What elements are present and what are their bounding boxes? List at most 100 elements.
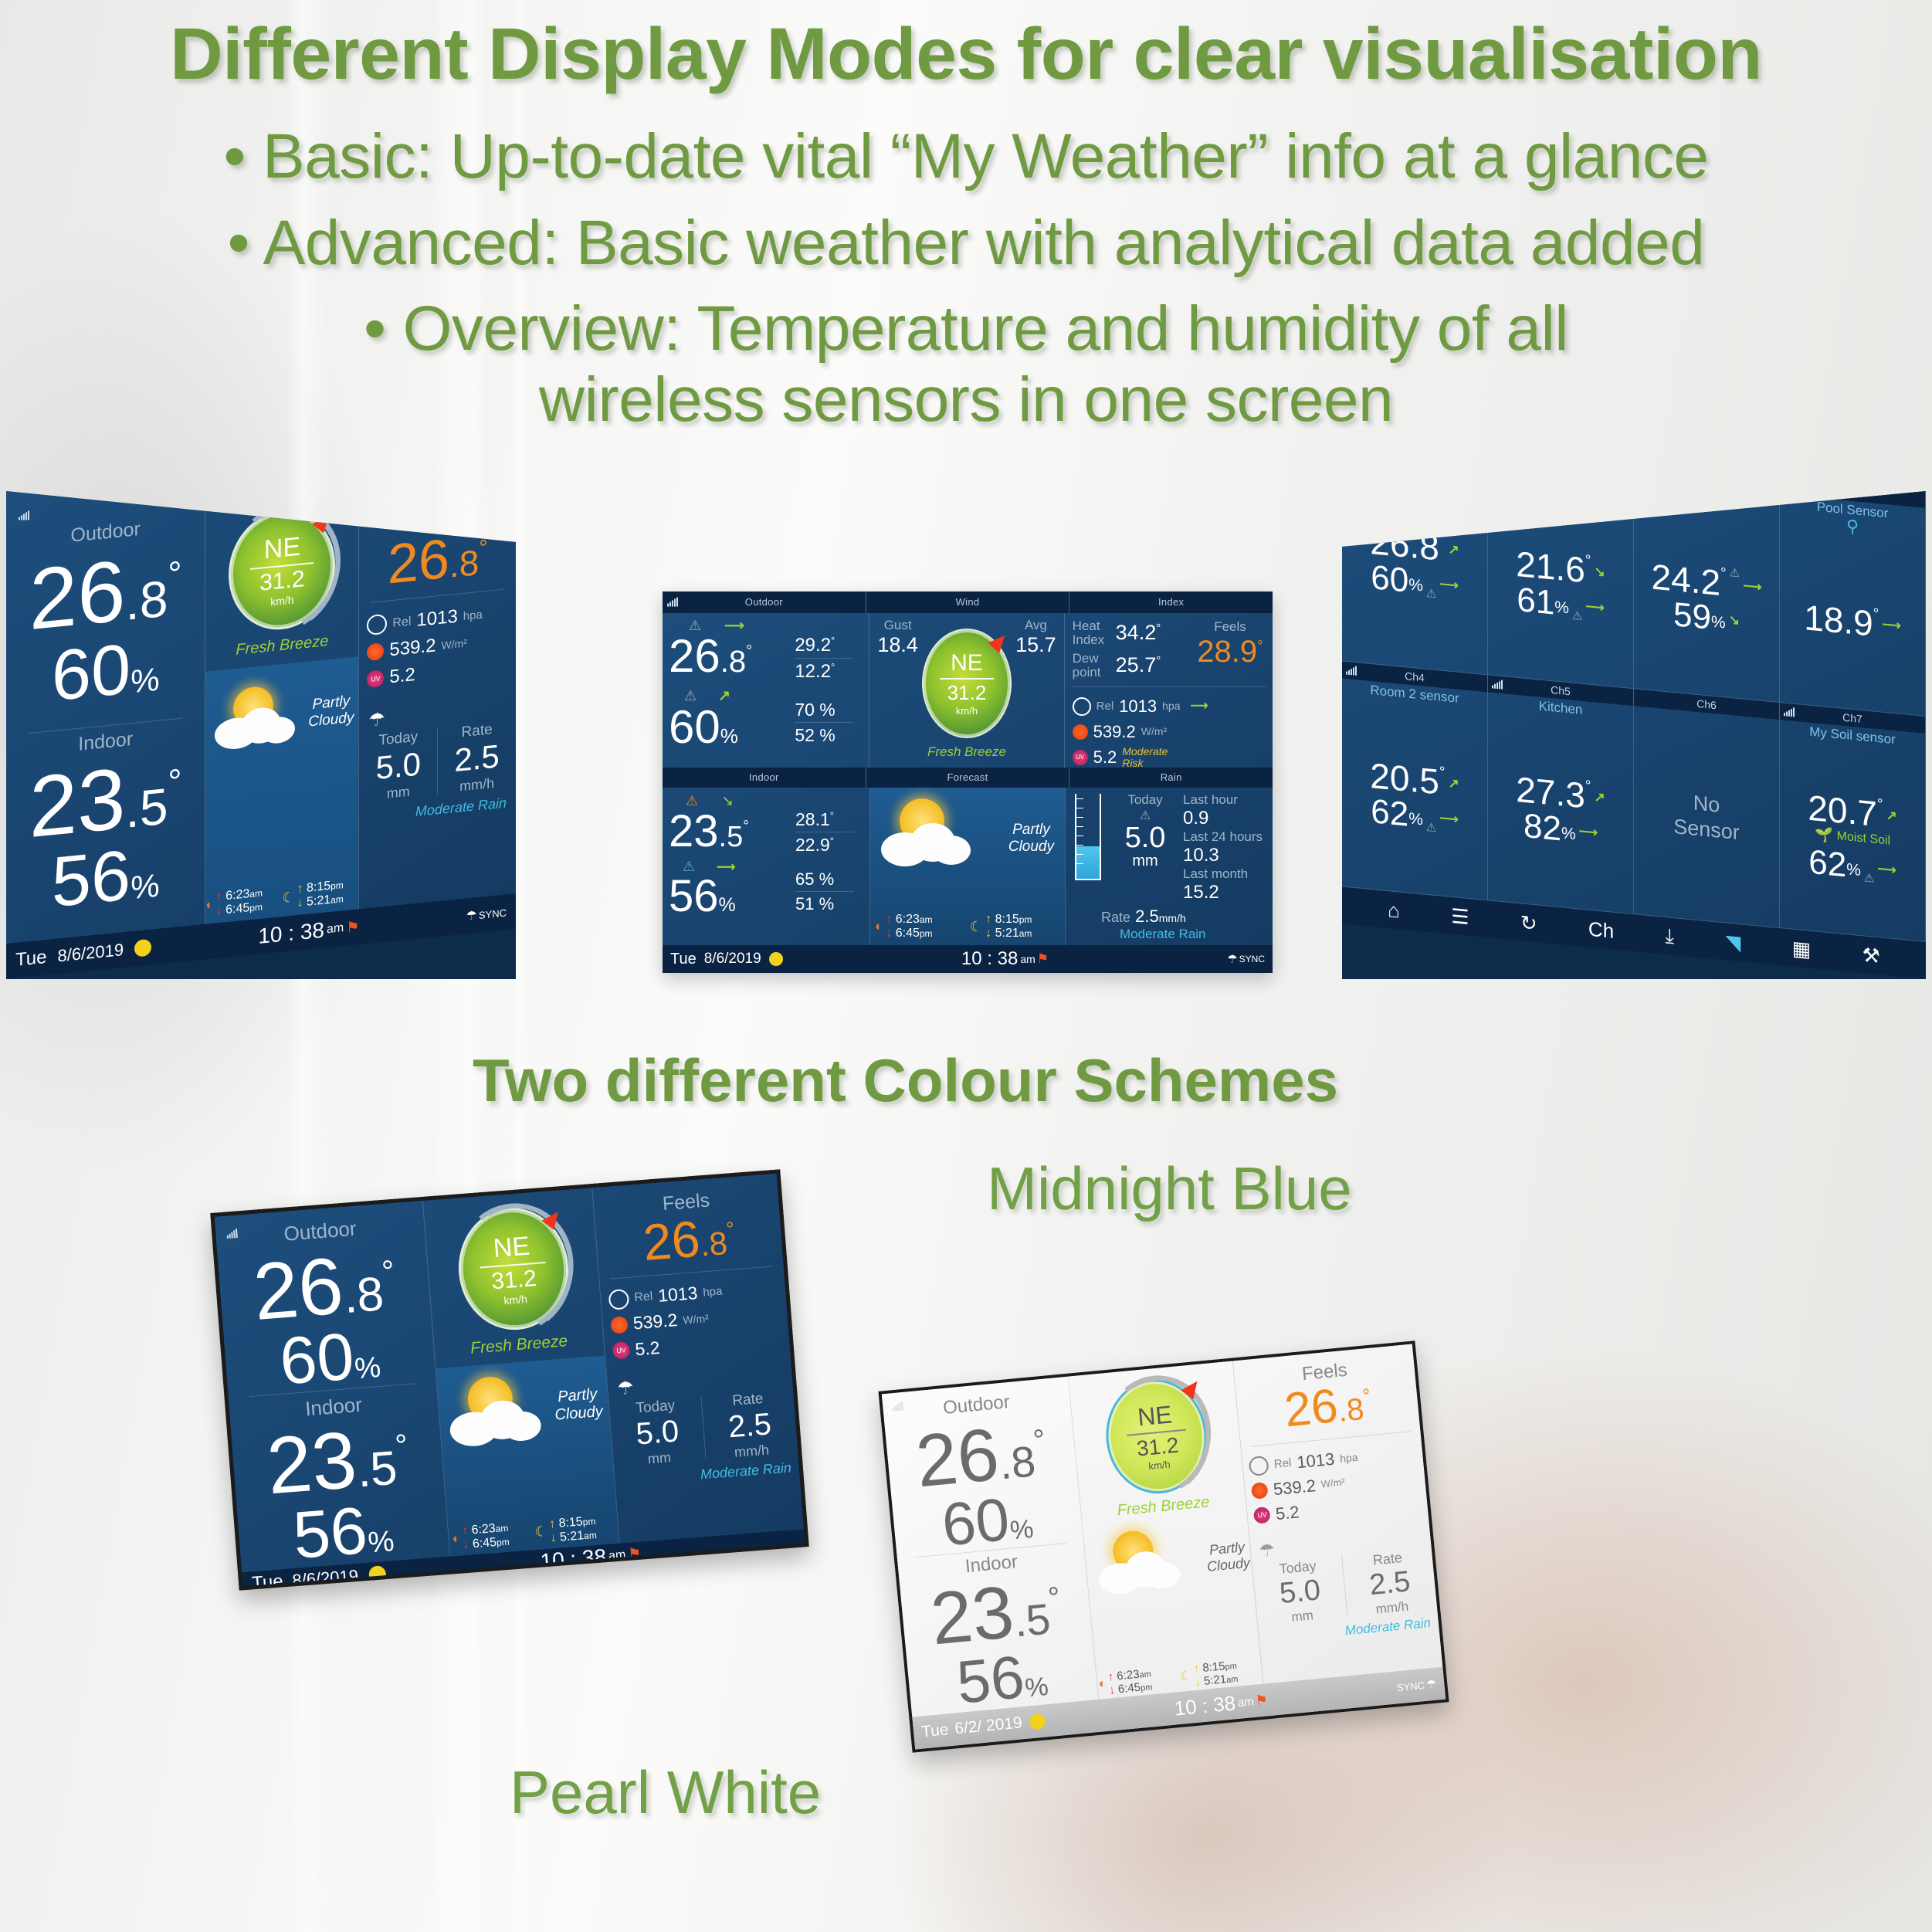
wind-dial[interactable]: NE 31.2 km/h [205,493,359,647]
adv-wind-section[interactable]: Gust 18.4 Avg 15.7 NE 31.2 km/h Fresh Br… [869,613,1063,768]
settings-icon[interactable]: ⚒ [1862,942,1880,968]
overview-cell-ch7[interactable]: Ch7 My Soil sensor 20.7 ° ↗ 🌱 Moist Soil 62% ⚠ ⟶ [1780,703,1926,942]
adv-indoor-section[interactable]: ⚠ ↘ 23.5° 28.1° 22.9° [663,788,869,945]
temp-alarm-icon: ⚠ [686,793,699,808]
adv-moonset: 5:21 [995,927,1019,940]
alarm-bell-icon[interactable]: ⚑ [1036,951,1049,966]
overview-cell-ch6[interactable]: Ch6 No Sensor [1634,689,1780,929]
adv-footer-ampm: am [1020,953,1035,965]
adv-forecast-section[interactable]: Partly Cloudy ◐ ↑ 6:23am ↓ 6:45pm ☾ [870,788,1065,945]
basic-wind-description: Fresh Breeze [236,632,329,659]
sync-icon[interactable]: ☂ [466,909,477,924]
sun-behind-cloud-icon [443,1373,549,1450]
adv-sync-label: SYNC [1239,954,1266,964]
sunrise-sunset-icon: ◐ [875,919,883,934]
signal-bars-icon [1784,707,1795,717]
humidity-alarm-icon: ⚠ [1425,586,1437,602]
adv-wind-description: Fresh Breeze [927,744,1007,759]
pw-footer-ampm: am [1237,1694,1255,1710]
basic-sync-label: SYNC [478,906,507,921]
device-midnight-blue[interactable]: Outdoor 26.8° 60% Indoor 23.5° 56% [210,1169,809,1591]
overview-humidity: 59 [1673,595,1711,638]
adv-rain-today-label: Today [1127,792,1163,807]
pw-solar-value: 539.2 [1272,1476,1317,1500]
overview-humidity: 60 [1371,558,1409,601]
signal-bars-icon [226,1229,238,1239]
barometer-icon [367,614,388,636]
device-pearl-white[interactable]: Outdoor 26.8° 60% Indoor 23.5° 56% [878,1341,1449,1753]
overview-cell-ch4[interactable]: Ch4 Room 2 sensor 20.5 ° ↗ 62% ⚠ ⟶ [1342,661,1488,901]
adv-index-section[interactable]: Heat Index 34.2° Dew point 25.7° [1065,613,1273,768]
basic-solar-value: 539.2 [389,635,436,661]
temp-trend-icon: ↗ [1886,807,1897,823]
adv-feels-label: Feels [1214,619,1246,634]
signal-bars-icon [1346,666,1357,676]
basic-baro-prefix: Rel [392,615,412,630]
adv-indoor-temp: 23 [669,806,719,856]
sun-behind-cloud-icon [210,680,303,754]
sync-icon[interactable]: ☂ [1227,953,1238,966]
maxmin-icon[interactable]: ⤓ [1665,924,1674,948]
overview-cell-ch3[interactable]: Ch3Pool Sensor⚲18.9°⟶ [1780,491,1926,717]
basic-sunrise: 6:23 [225,887,250,903]
home-icon[interactable]: ⌂ [1388,897,1400,923]
umbrella-rain-icon: ☂ [616,1377,635,1400]
adv-uv-risk-1: Moderate [1122,745,1168,758]
pw-uv-value: 5.2 [1274,1502,1300,1524]
adv-dew-point-label-2: point [1072,664,1101,680]
basic-indoor-temp-decimal: .5 [125,776,168,839]
signal-bars-icon [1492,680,1503,690]
adv-outdoor-temp-decimal: .8 [720,645,747,679]
adv-outdoor-hum-high: 70 % [795,700,836,720]
alarm-bell-icon[interactable]: ⚑ [346,918,360,937]
adv-baro-prefix: Rel [1096,699,1114,713]
mb-baro-prefix: Rel [633,1290,654,1305]
adv-panel-wind-label: Wind [955,596,980,608]
adv-outdoor-temp-high: 29.2 [795,635,832,656]
humidity-alarm-icon: ⚠ [684,688,697,703]
sync-icon[interactable]: ☂ [1425,1677,1438,1692]
wind-dial[interactable]: NE 31.2 km/h [438,1189,588,1348]
history-icon[interactable]: ☰ [1451,903,1469,929]
graph-icon[interactable]: ◥ [1725,929,1741,954]
basic-solar-unit: W/m² [441,636,467,652]
adv-forecast-text-1: Partly [1012,822,1050,838]
adv-baro-unit: hpa [1162,700,1181,713]
adv-outdoor-section[interactable]: ⚠ ⟶ 26.8° 29.2° 12.2° [663,613,869,768]
device-advanced-mode[interactable]: Outdoor Wind Index ⚠ ⟶ 26.8° [663,591,1273,973]
mb-forecast-text-2: Cloudy [554,1402,604,1424]
alarm-bell-icon[interactable]: ⚑ [1254,1691,1269,1709]
adv-footer-day: Tue [670,950,697,968]
overview-cell-ch5[interactable]: Ch5 Kitchen 27.3 ° ↗ 82% ⟶ [1488,675,1634,915]
degree-symbol: ° [168,554,182,595]
overview-soil-label: Moist Soil [1836,829,1891,849]
solar-radiation-icon [610,1316,629,1334]
channel-button[interactable]: Ch [1588,917,1615,943]
humidity-alarm-icon: ⚠ [1425,820,1437,836]
overview-channel-label: Ch7 [1842,710,1863,726]
refresh-icon[interactable]: ↻ [1520,910,1537,935]
basic-feels-value: 26 [387,527,449,596]
adv-rain-section[interactable]: Today ⚠ 5.0 mm Last hour 0.9 Last 24 hou… [1066,788,1273,945]
solar-radiation-icon [367,642,385,662]
overview-no-sensor-1: No [1693,791,1720,817]
wind-dial[interactable]: NE 31.2 km/h [921,629,1012,738]
basic-outdoor-label: Outdoor [70,517,141,547]
calendar-icon[interactable]: ▦ [1791,936,1812,961]
signal-bars-icon [19,510,29,520]
pw-sunset: 6:45 [1117,1680,1141,1696]
mb-moonrise: 8:15 [558,1515,584,1530]
basic-outdoor-temp-decimal: .8 [125,569,168,631]
adv-rain-rate: 2.5 [1135,907,1159,926]
adv-rain-today-unit: mm [1132,852,1158,869]
wind-dial[interactable]: NE 31.2 km/h [1089,1364,1225,1510]
overview-humidity: 62 [1808,843,1847,885]
adv-outdoor-temp-low: 12.2 [795,661,832,682]
device-basic-mode[interactable]: Outdoor 26.8° 60% Indoor 23.5° 56% [6,491,516,979]
overview-cell-ch2[interactable]: Ch2Room 1 sensor24.2°⚠⟶59%↘ [1634,491,1780,703]
basic-barometer-value: 1013 [416,605,458,631]
percent-symbol: % [720,724,738,747]
adv-rain-lasthour-label: Last hour [1183,792,1238,807]
basic-footer-day: Tue [15,946,47,971]
